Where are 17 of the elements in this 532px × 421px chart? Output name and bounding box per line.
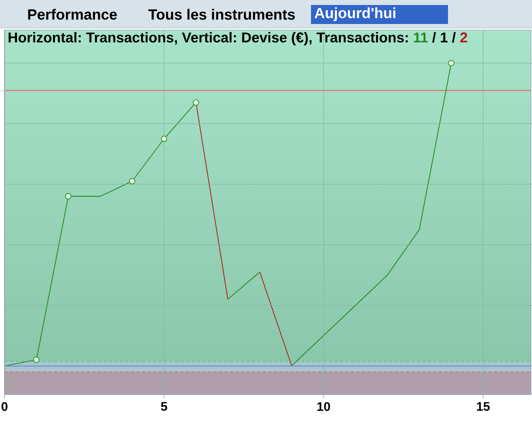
point: [192, 99, 200, 106]
x-tick-label: 5: [160, 402, 168, 411]
x-tick-label: 0: [2, 402, 8, 411]
point: [448, 60, 454, 66]
x-tick-label: 15: [476, 402, 490, 411]
point: [33, 356, 40, 363]
text: Performance: [28, 8, 117, 20]
point: [128, 178, 136, 184]
text: Aujourd'hui: [314, 7, 396, 22]
text: / 1 /: [432, 32, 456, 43]
x-tick-label: 10: [317, 402, 330, 411]
chart-title: Horizontal: Transactions, Vertical: Devise (€), Transactions:: [8, 32, 408, 46]
point: [65, 193, 72, 200]
text: 2: [460, 32, 468, 42]
point: [160, 136, 168, 142]
text: Tous les instruments: [148, 8, 295, 20]
text: 11: [414, 32, 428, 42]
